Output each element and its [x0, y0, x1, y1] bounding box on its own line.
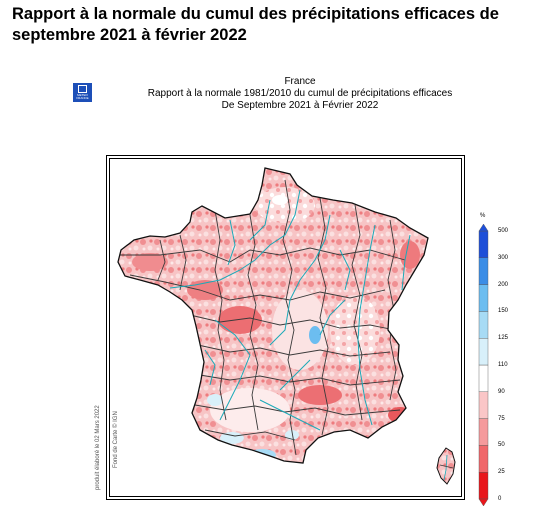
legend-level-label: 90 — [498, 388, 505, 395]
page-title: Rapport à la normale du cumul des précip… — [12, 5, 499, 44]
legend-level-label: 50 — [498, 442, 505, 449]
legend-level-label: 0 — [498, 496, 502, 502]
map-caption: France Rapport à la normale 1981/2010 du… — [110, 76, 490, 112]
legend-unit: % — [480, 213, 486, 219]
logo-text: METEO FRANCE — [76, 93, 89, 100]
scale-segment — [478, 284, 489, 312]
legend-level-label: 25 — [498, 469, 505, 476]
legend-level-label: 125 — [498, 335, 509, 342]
legend-level-label: 75 — [498, 415, 505, 422]
caption-period: De Septembre 2021 à Février 2022 — [221, 100, 379, 111]
scale-segment — [478, 391, 489, 419]
logo-mark-icon — [78, 85, 87, 93]
legend-level-label: 300 — [498, 254, 509, 261]
scale-segment — [478, 311, 489, 339]
meteo-france-logo: METEO FRANCE — [73, 83, 92, 102]
scale-segment — [478, 445, 489, 473]
corsica — [436, 447, 456, 485]
scale-segment — [478, 230, 489, 258]
legend-level-label: 200 — [498, 281, 509, 288]
scale-segment — [478, 418, 489, 446]
legend-level-label: 150 — [498, 308, 509, 315]
scale-segment — [478, 364, 489, 392]
color-scale — [478, 223, 489, 507]
scale-segment — [478, 257, 489, 285]
scale-segment — [478, 338, 489, 366]
caption-description: Rapport à la normale 1981/2010 du cumul … — [147, 88, 453, 99]
legend-level-label: 500 — [498, 228, 509, 234]
legend-level-label: 110 — [498, 362, 508, 368]
scale-arrow-down-icon — [478, 498, 489, 507]
scale-segment — [478, 472, 489, 500]
basemap-credit: Fond de Carte © IGN — [113, 411, 119, 468]
map-frame — [106, 155, 465, 500]
mainland-france — [117, 167, 429, 464]
production-credit: produit élaboré le 02 Mars 2022 — [95, 405, 101, 490]
caption-country: France — [284, 76, 316, 87]
scale-arrow-up-icon — [478, 223, 489, 232]
